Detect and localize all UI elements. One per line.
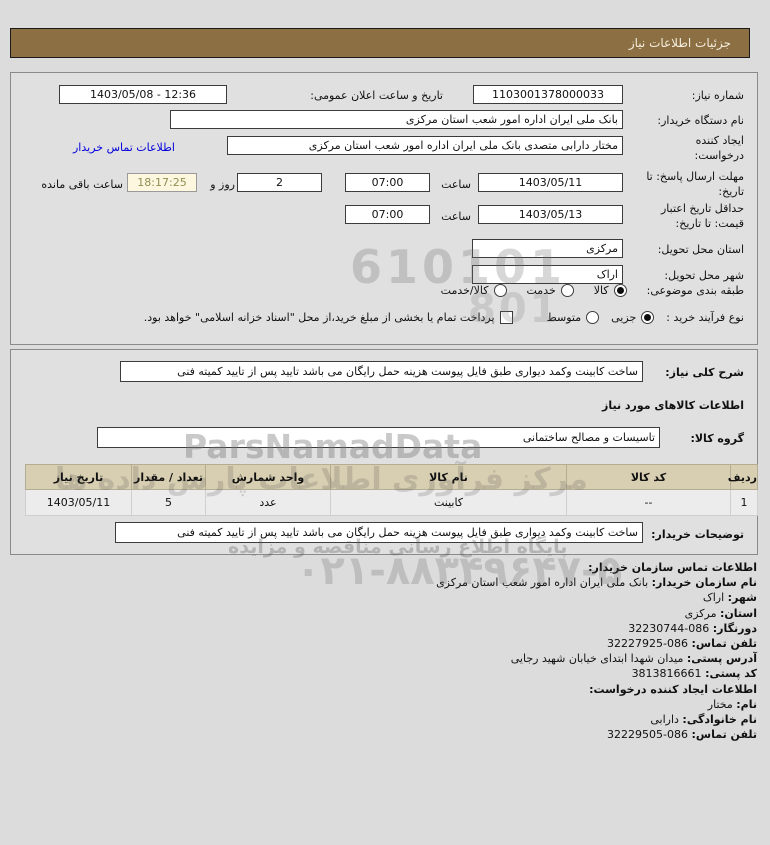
col-item-name: نام کالا <box>330 464 567 490</box>
buyer-contact-link[interactable]: اطلاعات تماس خریدار <box>73 141 175 154</box>
creator-contact-heading: اطلاعات ایجاد کننده درخواست: <box>589 682 757 696</box>
countdown-timer: 18:17:25 <box>127 173 197 192</box>
contact-line: نام خانوادگی: دارابی <box>650 713 757 727</box>
buyer-name-input[interactable]: بانک ملی ایران اداره امور شعب استان مرکز… <box>170 110 623 129</box>
treasury-checkbox-label: پرداخت تمام یا بخشی از مبلغ خرید،از محل … <box>143 311 495 324</box>
delivery-city-label: شهر محل تحویل: <box>664 269 744 282</box>
radio-minor[interactable] <box>641 311 655 324</box>
announce-datetime-label: تاریخ و ساعت اعلان عمومی: <box>310 89 443 102</box>
price-validity-label: حداقل تاریخ اعتبار قیمت: تا تاریخ: <box>660 202 744 230</box>
cell-row-number: 1 <box>730 489 758 516</box>
goods-group-label: گروه کالا: <box>690 432 744 445</box>
col-quantity: تعداد / مقدار <box>131 464 206 490</box>
cell-unit: عدد <box>205 489 331 516</box>
buyer-notes-label: توضیحات خریدار: <box>651 528 744 541</box>
buyer-name-label: نام دستگاه خریدار: <box>657 114 744 127</box>
validity-time-input[interactable]: 07:00 <box>345 205 430 224</box>
col-row-number: ردیف <box>728 464 758 490</box>
cell-item-name: کابینت <box>330 489 567 516</box>
page-title: جزئیات اطلاعات نیاز <box>628 36 731 50</box>
radio-minor-label: جزیی <box>611 311 637 324</box>
contact-info-section: اطلاعات تماس سازمان خریدار: نام سازمان خ… <box>17 560 757 742</box>
radio-medium[interactable] <box>586 311 600 324</box>
delivery-province-label: استان محل تحویل: <box>657 243 744 256</box>
need-description-label: شرح کلی نیاز: <box>665 366 744 379</box>
hours-remaining-label: ساعت باقی مانده <box>41 178 123 191</box>
announce-datetime-input[interactable]: 1403/05/08 - 12:36 <box>59 85 227 104</box>
contact-line: تلفن تماس: 086-32229505 <box>607 728 757 742</box>
radio-goods-service[interactable] <box>493 284 507 297</box>
cell-quantity: 5 <box>131 489 206 516</box>
goods-table-row: 1 -- کابینت عدد 5 1403/05/11 <box>25 489 758 516</box>
remaining-days-input[interactable]: 2 <box>237 173 322 192</box>
col-item-code: کد کالا <box>566 464 731 490</box>
need-number-input[interactable]: 1103001378000033 <box>473 85 623 104</box>
deadline-time-input[interactable]: 07:00 <box>345 173 430 192</box>
radio-medium-label: متوسط <box>546 311 582 324</box>
goods-table-header-row: ردیف کد کالا نام کالا واحد شمارش تعداد /… <box>25 464 758 490</box>
validity-hour-label: ساعت <box>441 210 471 223</box>
org-contact-heading: اطلاعات تماس سازمان خریدار: <box>588 561 757 574</box>
contact-line: نام: مختار <box>707 697 757 711</box>
page-title-bar: جزئیات اطلاعات نیاز <box>10 28 750 58</box>
days-and-label: روز و <box>210 178 235 191</box>
delivery-city-input[interactable]: اراک <box>472 265 623 284</box>
cell-need-date: 1403/05/11 <box>25 489 132 516</box>
treasury-checkbox[interactable] <box>499 311 513 324</box>
radio-goods-service-label: کالا/خدمت <box>440 284 489 297</box>
process-label: نوع فرآیند خرید : <box>666 311 744 324</box>
validity-date-input[interactable]: 1403/05/13 <box>478 205 623 224</box>
need-description-input[interactable]: ساخت کابینت وکمد دیواری طبق فایل پیوست ه… <box>120 361 643 382</box>
general-info-panel: شماره نیاز: 1103001378000033 تاریخ و ساع… <box>10 72 758 345</box>
goods-group-input[interactable]: تاسیسات و مصالح ساختمانی <box>97 427 660 448</box>
radio-service[interactable] <box>560 284 574 297</box>
need-number-label: شماره نیاز: <box>691 89 744 102</box>
cell-item-code: -- <box>566 489 731 516</box>
contact-line: آدرس پستی: میدان شهدا ابتدای خیابان شهید… <box>510 652 757 666</box>
deadline-date-input[interactable]: 1403/05/11 <box>478 173 623 192</box>
contact-line: دورنگار: 086-32230744 <box>628 621 757 635</box>
contact-line: تلفن تماس: 086-32227925 <box>607 637 757 651</box>
delivery-province-input[interactable]: مرکزی <box>472 239 623 258</box>
contact-line: کد پستی: 3813816661 <box>631 667 757 681</box>
creator-input[interactable]: مختار دارابی متصدی بانک ملی ایران اداره … <box>227 136 623 155</box>
contact-line: نام سازمان خریدار: بانک ملی ایران اداره … <box>436 576 757 590</box>
contact-line: استان: مرکزی <box>684 606 757 620</box>
buyer-notes-input[interactable]: ساخت کابینت وکمد دیواری طبق فایل پیوست ه… <box>115 522 643 543</box>
category-radio-group: طبقه بندی موضوعی: کالا خدمت کالا/خدمت <box>441 284 744 297</box>
process-radio-group: نوع فرآیند خرید : جزیی متوسط پرداخت تمام… <box>144 311 744 324</box>
goods-table: ردیف کد کالا نام کالا واحد شمارش تعداد /… <box>25 464 758 516</box>
col-need-date: تاریخ نیاز <box>25 464 132 490</box>
category-label: طبقه بندی موضوعی: <box>646 284 744 297</box>
goods-section-heading: اطلاعات کالاهای مورد نیاز <box>602 399 744 412</box>
radio-goods[interactable] <box>613 284 627 297</box>
deadline-hour-label: ساعت <box>441 178 471 191</box>
deadline-label: مهلت ارسال پاسخ: تا تاریخ: <box>646 170 744 198</box>
contact-line: شهر: اراک <box>702 591 757 605</box>
radio-service-label: خدمت <box>526 284 556 297</box>
col-unit: واحد شمارش <box>205 464 331 490</box>
goods-info-panel: شرح کلی نیاز: ساخت کابینت وکمد دیواری طب… <box>10 349 758 555</box>
creator-label: ایجاد کننده درخواست: <box>694 134 744 162</box>
radio-goods-label: کالا <box>593 284 609 297</box>
